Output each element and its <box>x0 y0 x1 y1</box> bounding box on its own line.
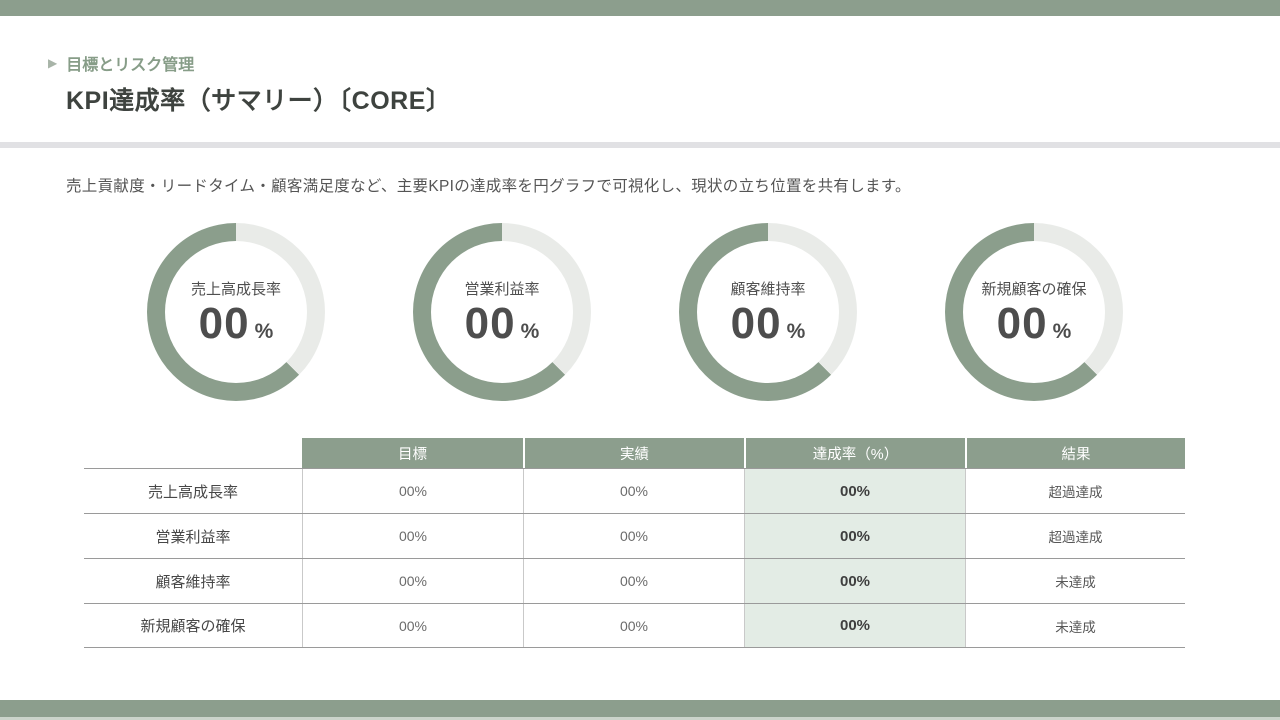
donut-value: 00% <box>199 302 274 346</box>
table-header-cell: 達成率（%） <box>744 438 965 468</box>
result-cell: 未達成 <box>965 604 1185 647</box>
breadcrumb: ▶ 目標とリスク管理 <box>48 51 194 75</box>
kpi-table: 目標 実績 達成率（%） 結果 売上高成長率 00% 00% 00% 超過達成 営業利益率 00%… <box>84 438 1185 648</box>
donut-inner: 顧客維持率 00% <box>697 241 839 383</box>
table-row: 顧客維持率 00% 00% 00% 未達成 <box>84 558 1185 603</box>
table-header-cell: 目標 <box>302 438 523 468</box>
kpi-donut: 新規顧客の確保 00% <box>945 223 1123 401</box>
achievement-rate-cell: 00% <box>744 469 965 513</box>
percent-sign: % <box>520 320 540 343</box>
row-label-cell: 売上高成長率 <box>84 469 302 513</box>
donut-value-number: 00 <box>996 299 1048 348</box>
table-header-cell: 実績 <box>523 438 744 468</box>
slide-description: 売上貢献度・リードタイム・顧客満足度など、主要KPIの達成率を円グラフで可視化し… <box>66 178 911 195</box>
result-cell: 超過達成 <box>965 514 1185 558</box>
actual-cell: 00% <box>523 604 744 647</box>
kpi-table-body: 売上高成長率 00% 00% 00% 超過達成 営業利益率 00% 00% 00% 超過達成 顧客維… <box>84 468 1185 648</box>
percent-sign: % <box>254 320 274 343</box>
top-accent-bar <box>0 0 1280 16</box>
row-label-cell: 営業利益率 <box>84 514 302 558</box>
donut-value: 00% <box>997 302 1072 346</box>
donut-value: 00% <box>731 302 806 346</box>
donut-inner: 新規顧客の確保 00% <box>963 241 1105 383</box>
bottom-accent-sliver <box>0 717 1280 720</box>
achievement-rate-cell: 00% <box>744 559 965 603</box>
kpi-donut: 営業利益率 00% <box>413 223 591 401</box>
donut-label: 営業利益率 <box>464 281 540 298</box>
table-row: 売上高成長率 00% 00% 00% 超過達成 <box>84 468 1185 513</box>
kpi-table-header-row: 目標 実績 達成率（%） 結果 <box>84 438 1185 468</box>
table-header-empty-cell <box>84 438 302 468</box>
kpi-donut: 顧客維持率 00% <box>679 223 857 401</box>
target-cell: 00% <box>302 469 523 513</box>
donut-label: 売上高成長率 <box>190 281 281 298</box>
target-cell: 00% <box>302 604 523 647</box>
donut-value-number: 00 <box>198 299 250 348</box>
percent-sign: % <box>1052 320 1072 343</box>
table-header-cell: 結果 <box>965 438 1185 468</box>
page-title: KPI達成率（サマリー）〔CORE〕 <box>66 87 452 115</box>
achievement-rate-cell: 00% <box>744 514 965 558</box>
result-cell: 未達成 <box>965 559 1185 603</box>
donut-label: 顧客維持率 <box>730 281 806 298</box>
target-cell: 00% <box>302 559 523 603</box>
breadcrumb-label: 目標とリスク管理 <box>66 57 195 74</box>
actual-cell: 00% <box>523 514 744 558</box>
breadcrumb-arrow-icon: ▶ <box>48 56 58 70</box>
kpi-donut: 売上高成長率 00% <box>147 223 325 401</box>
bottom-accent-bar <box>0 700 1280 717</box>
donut-inner: 営業利益率 00% <box>431 241 573 383</box>
row-label-cell: 新規顧客の確保 <box>84 604 302 647</box>
result-cell: 超過達成 <box>965 469 1185 513</box>
target-cell: 00% <box>302 514 523 558</box>
donut-inner: 売上高成長率 00% <box>165 241 307 383</box>
achievement-rate-cell: 00% <box>744 604 965 647</box>
donut-row: 売上高成長率 00% 営業利益率 00% 顧客維持率 00% 新規顧客の確保 00% <box>147 223 1123 401</box>
donut-value-number: 00 <box>730 299 782 348</box>
table-row: 営業利益率 00% 00% 00% 超過達成 <box>84 513 1185 558</box>
donut-value-number: 00 <box>464 299 516 348</box>
donut-value: 00% <box>465 302 540 346</box>
actual-cell: 00% <box>523 469 744 513</box>
header-divider <box>0 142 1280 148</box>
donut-label: 新規顧客の確保 <box>981 281 1087 298</box>
actual-cell: 00% <box>523 559 744 603</box>
percent-sign: % <box>786 320 806 343</box>
table-row: 新規顧客の確保 00% 00% 00% 未達成 <box>84 603 1185 648</box>
row-label-cell: 顧客維持率 <box>84 559 302 603</box>
